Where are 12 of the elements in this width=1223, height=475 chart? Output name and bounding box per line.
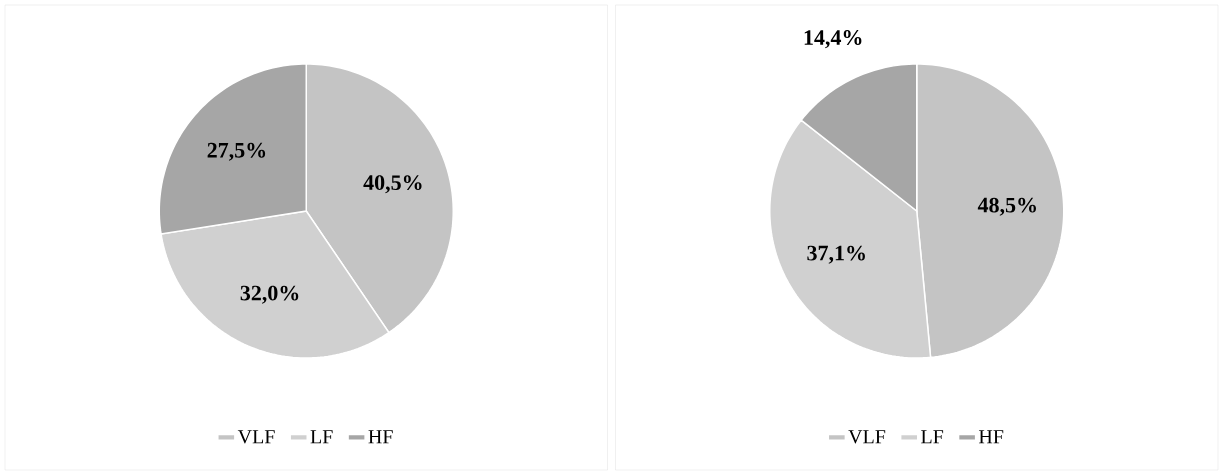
legend-label: LF	[921, 430, 944, 444]
legend-label: VLF	[848, 430, 886, 444]
data-label: 48,5%	[977, 197, 1036, 216]
data-label: 14,4%	[804, 30, 862, 49]
legend-label: HF	[368, 430, 393, 444]
data-label: 37,1%	[807, 245, 865, 264]
legend-label: LF	[310, 430, 333, 444]
data-label: 40,5%	[363, 175, 422, 194]
data-label: 32,0%	[240, 285, 299, 304]
data-label: 27,5%	[207, 142, 266, 161]
legend-label: HF	[978, 430, 1004, 444]
legend-label: VLF	[237, 430, 275, 444]
